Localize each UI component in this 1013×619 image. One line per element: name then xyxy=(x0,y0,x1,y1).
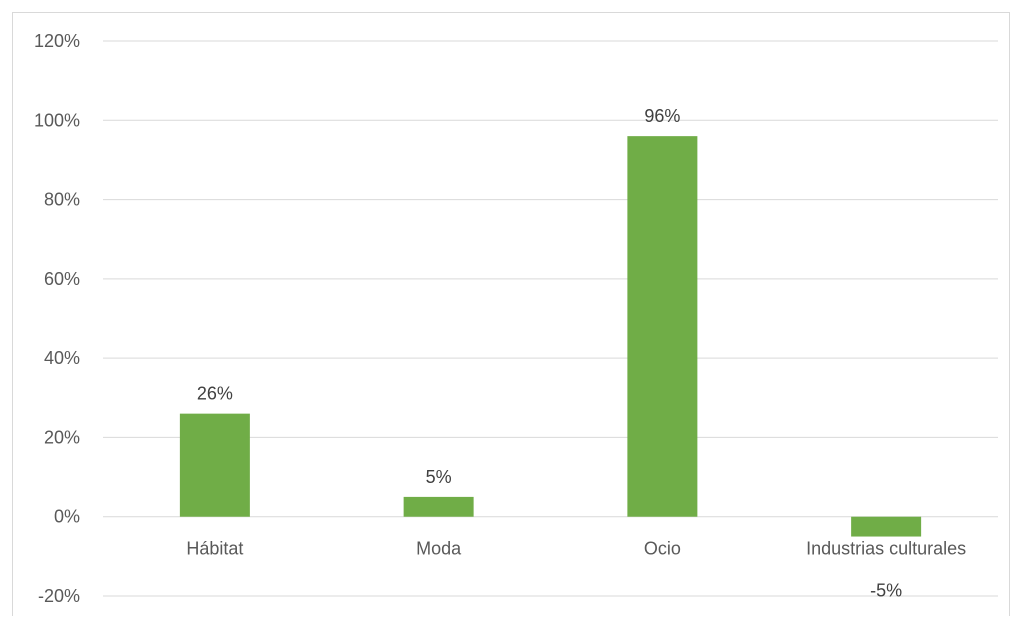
y-tick-label: 0% xyxy=(54,507,80,527)
data-label: 26% xyxy=(197,384,233,404)
bar xyxy=(403,496,474,517)
bar xyxy=(851,516,922,537)
data-label: 96% xyxy=(644,106,680,126)
y-tick-label: 100% xyxy=(34,110,80,130)
y-tick-label: 120% xyxy=(34,31,80,51)
bar xyxy=(179,413,250,517)
category-label: Hábitat xyxy=(186,539,243,559)
y-tick-label: 80% xyxy=(44,190,80,210)
y-tick-label: 40% xyxy=(44,348,80,368)
chart-frame xyxy=(12,12,1010,616)
data-label: 5% xyxy=(426,467,452,487)
category-label: Ocio xyxy=(644,539,681,559)
data-label: -5% xyxy=(870,581,902,601)
bar xyxy=(627,136,698,517)
y-tick-label: 20% xyxy=(44,427,80,447)
category-label: Moda xyxy=(416,539,462,559)
y-tick-label: -20% xyxy=(38,586,80,606)
category-label: Industrias culturales xyxy=(806,539,966,559)
y-tick-label: 60% xyxy=(44,269,80,289)
